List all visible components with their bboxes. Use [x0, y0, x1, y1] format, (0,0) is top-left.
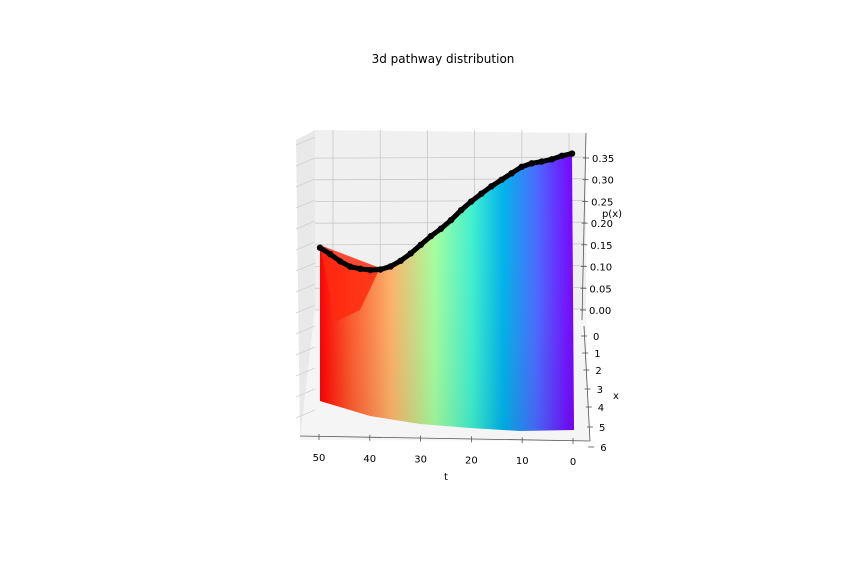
x-tick-label: 3: [597, 385, 603, 396]
pathway-point: [407, 250, 414, 257]
grid-line-side: [295, 388, 316, 398]
pathway-point: [478, 190, 485, 197]
grid-line-side: [295, 409, 316, 419]
z-tick-label: 0.25: [591, 197, 613, 208]
grid-line-side: [295, 325, 316, 335]
t-axis-label: t: [444, 472, 448, 483]
pathway-point: [387, 263, 394, 270]
grid-line-side: [295, 157, 316, 167]
pathway-point: [357, 265, 364, 273]
z-axis-line: [581, 132, 587, 321]
z-axis-label: p(x): [602, 209, 622, 220]
pathway-point: [488, 183, 495, 190]
t-axis-ticks: 50 40 30 20 10 0: [313, 434, 576, 468]
side-wall-pane: [296, 130, 315, 440]
z-axis-ticks: 0.00 0.05 0.10 0.15 0.20 0.25 0.30 0.35: [580, 154, 614, 317]
pathway-point: [316, 244, 324, 251]
x-tick-label: 5: [599, 423, 605, 434]
grid-line-side: [295, 178, 316, 188]
pathway-point: [538, 158, 545, 165]
pathway-point: [457, 206, 465, 214]
t-tick-label: 0: [570, 457, 576, 468]
grid-line-side: [295, 241, 316, 251]
pathway-point: [568, 150, 576, 157]
chart-title: 3d pathway distribution: [372, 52, 515, 66]
grid-line-side: [295, 220, 316, 230]
x-axis-label: x: [613, 391, 619, 402]
x-tick-label: 1: [594, 349, 600, 360]
z-tick-label: 0.30: [592, 176, 614, 187]
pathway-point: [447, 216, 455, 224]
x-tick-label: 0: [593, 332, 599, 343]
pathway-point: [347, 263, 354, 270]
grid-line-side: [295, 367, 316, 377]
pathway-point: [508, 170, 515, 177]
z-tick-label: 0.20: [591, 219, 613, 230]
pathway-point: [558, 152, 566, 159]
z-tick-label: 0.10: [590, 263, 612, 274]
pathway-point: [518, 163, 525, 171]
x-tick-label: 2: [595, 366, 601, 377]
surface-shading: [320, 155, 574, 432]
t-tick-label: 20: [465, 455, 478, 466]
pathway-point: [468, 198, 475, 205]
grid-line-side: [295, 283, 316, 293]
x-axis-line: [583, 325, 591, 442]
t-tick-label: 40: [363, 454, 376, 465]
t-axis-line: [299, 435, 591, 442]
pathway: [316, 150, 576, 274]
pathway-point: [427, 232, 435, 240]
pathway-point: [397, 257, 404, 264]
pathway-point: [367, 266, 374, 274]
x-axis-ticks: 0 1 2 3 4 5 6: [581, 332, 607, 454]
grid-line-side: [295, 136, 316, 146]
t-tick-label: 10: [516, 456, 529, 467]
z-tick-label: 0.15: [590, 241, 612, 252]
pathway-point: [417, 241, 424, 248]
x-tick-label: 4: [598, 403, 604, 414]
pathway-point: [326, 250, 334, 258]
grid-line-side: [295, 262, 316, 272]
pathway-point: [377, 266, 384, 273]
z-tick-label: 0.35: [592, 154, 614, 165]
t-tick-label: 50: [313, 453, 326, 464]
t-tick-label: 30: [414, 455, 427, 466]
pathway-point: [437, 225, 445, 232]
surface-fold: [320, 245, 380, 322]
grid-line-side: [295, 199, 316, 209]
z-tick-label: 0.05: [589, 284, 611, 295]
grid-line-z: [314, 156, 587, 159]
pathway-point: [528, 160, 535, 167]
grid-line-side: [295, 304, 316, 314]
pathway-point: [548, 156, 556, 163]
pathway-point: [498, 176, 505, 184]
grid-line-side: [295, 346, 316, 356]
pathway-point: [336, 258, 344, 265]
z-tick-label: 0.00: [589, 306, 611, 317]
x-tick-label: 6: [600, 443, 606, 454]
